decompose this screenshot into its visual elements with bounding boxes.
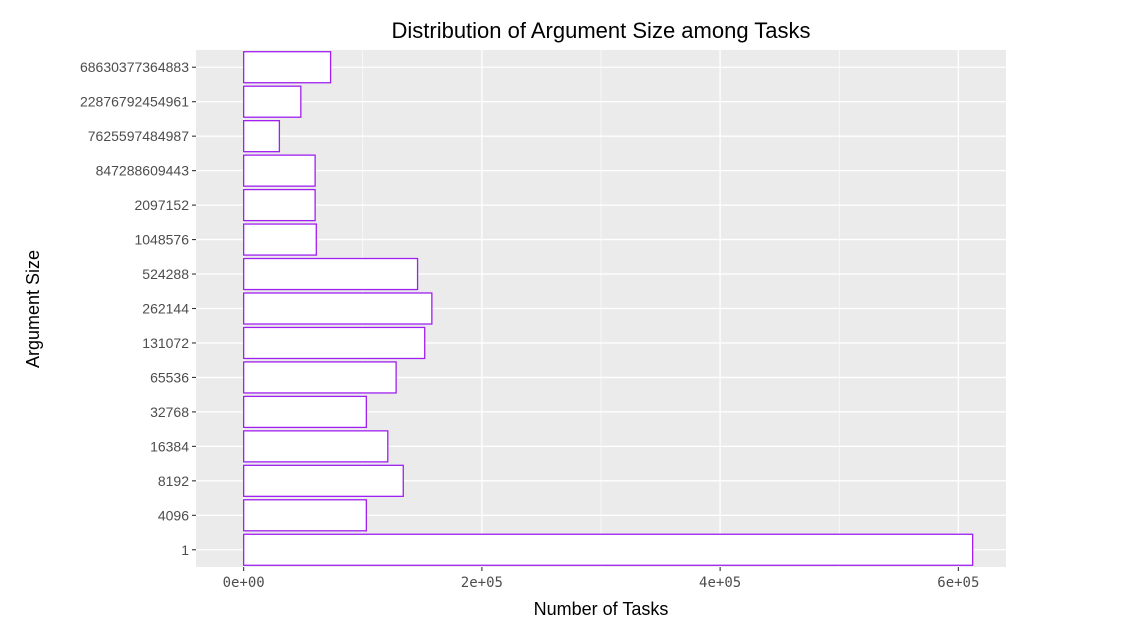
bar-32768 bbox=[242, 395, 367, 429]
bars bbox=[242, 51, 974, 566]
bar-262144 bbox=[242, 292, 433, 325]
bar-1 bbox=[242, 533, 974, 566]
x-axis: 0e+00 2e+05 4e+05 6e+05 bbox=[223, 567, 979, 591]
y-tick-label: 68630377364883 bbox=[80, 59, 189, 75]
bar-131072 bbox=[242, 326, 426, 360]
bar-22876792454961 bbox=[242, 85, 302, 118]
bar-8192 bbox=[242, 464, 404, 497]
bar-68630377364883 bbox=[242, 51, 332, 84]
y-tick-label: 1048576 bbox=[134, 232, 189, 248]
x-tick-label: 0e+00 bbox=[223, 575, 265, 591]
x-tick-label: 2e+05 bbox=[461, 575, 503, 591]
chart-title: Distribution of Argument Size among Task… bbox=[391, 18, 810, 43]
bar-2097152 bbox=[242, 188, 316, 222]
y-tick-label: 2097152 bbox=[134, 197, 189, 213]
bar-847288609443 bbox=[242, 154, 316, 187]
x-axis-title: Number of Tasks bbox=[534, 599, 669, 619]
y-tick-label: 1 bbox=[181, 542, 189, 558]
bar-16384 bbox=[242, 430, 389, 463]
y-tick-label: 4096 bbox=[158, 507, 189, 523]
bar-1048576 bbox=[242, 223, 317, 256]
y-tick-label: 847288609443 bbox=[96, 163, 190, 179]
y-tick-label: 32768 bbox=[150, 404, 189, 420]
y-axis: 1 4096 8192 16384 32768 65536 131072 262144 5242… bbox=[80, 59, 196, 558]
y-tick-label: 16384 bbox=[150, 438, 189, 454]
y-tick-label: 262144 bbox=[142, 301, 189, 317]
bar-65536 bbox=[242, 361, 397, 394]
y-tick-label: 8192 bbox=[158, 473, 189, 489]
y-axis-title: Argument Size bbox=[23, 250, 43, 368]
x-tick-label: 6e+05 bbox=[937, 575, 979, 591]
y-tick-label: 22876792454961 bbox=[80, 94, 189, 110]
x-tick-label: 4e+05 bbox=[699, 575, 741, 591]
y-tick-label: 65536 bbox=[150, 369, 189, 385]
bar-524288 bbox=[242, 257, 419, 291]
bar-7625597484987 bbox=[242, 120, 281, 153]
y-tick-label: 524288 bbox=[142, 266, 189, 282]
y-tick-label: 131072 bbox=[142, 335, 189, 351]
y-tick-label: 7625597484987 bbox=[88, 128, 189, 144]
bar-4096 bbox=[242, 499, 367, 532]
